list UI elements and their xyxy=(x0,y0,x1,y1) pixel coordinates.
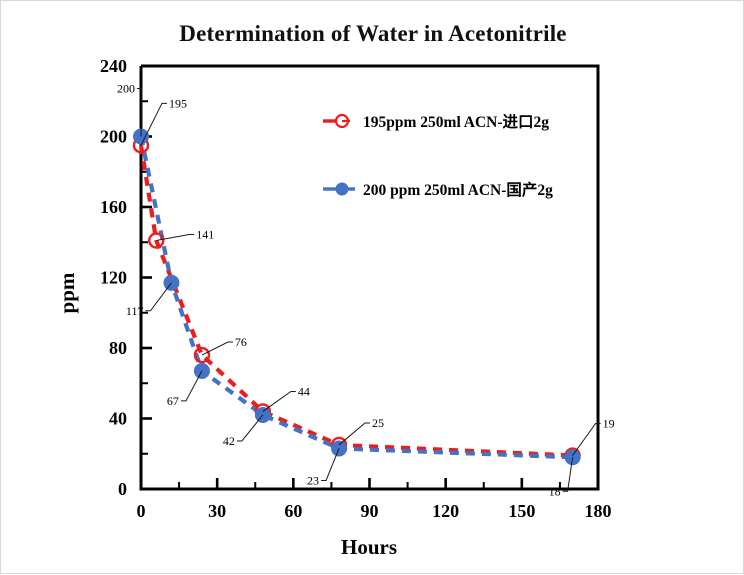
data-point-annotations: 195 141 76 44 25 19 200 117 67 42 23 18 xyxy=(117,82,615,499)
x-axis-ticks xyxy=(139,478,600,489)
x-axis-title: Hours xyxy=(341,535,397,559)
annotation-leader-blue-1 xyxy=(145,282,172,312)
annotation-leader-red-5 xyxy=(572,423,601,456)
series-line-0 xyxy=(138,144,573,458)
y-tick-label: 0 xyxy=(118,479,127,499)
annotation-leader-blue-2 xyxy=(180,370,203,402)
y-tick-label: 200 xyxy=(100,127,127,147)
annotation-leader-blue-5 xyxy=(562,457,574,492)
annotation-label-blue-5: 18 xyxy=(549,484,561,498)
annotation-label-red-1: 141 xyxy=(196,227,214,241)
x-tick-label: 180 xyxy=(585,501,612,521)
x-tick-label: 120 xyxy=(432,501,459,521)
annotation-leader-red-3 xyxy=(262,390,296,412)
annotation-label-red-3: 44 xyxy=(298,384,310,398)
page-title: Determination of Water in Acetonitrile xyxy=(179,21,567,46)
annotation-leader-blue-3 xyxy=(236,414,264,442)
data-point-0-2 xyxy=(193,346,211,364)
data-point-0-1 xyxy=(148,232,165,249)
y-axis-tick-labels: 0 40 80 120 160 200 240 xyxy=(100,56,127,499)
legend-entry-1[interactable]: 200 ppm 250ml ACN-国产2g xyxy=(323,180,553,199)
y-tick-label: 160 xyxy=(100,197,127,217)
annotation-label-blue-4: 23 xyxy=(307,473,319,487)
annotation-label-red-2: 76 xyxy=(235,335,247,349)
x-tick-label: 30 xyxy=(208,501,226,521)
annotation-leader-blue-4 xyxy=(321,448,340,481)
annotation-leader-blue-0 xyxy=(137,88,143,137)
chart-legend: 195ppm 250ml ACN-进口2g 200 ppm 250ml ACN-国… xyxy=(323,113,553,199)
x-tick-label: 150 xyxy=(508,501,535,521)
y-tick-label: 40 xyxy=(109,409,127,429)
y-tick-label: 80 xyxy=(109,338,127,358)
legend-label-1: 200 ppm 250ml ACN-国产2g xyxy=(363,180,553,199)
y-tick-label: 120 xyxy=(100,268,127,288)
y-tick-label: 240 xyxy=(100,56,127,76)
annotation-label-red-0: 195 xyxy=(169,96,187,110)
annotation-leader-red-2 xyxy=(201,341,233,356)
x-axis-tick-labels: 0 30 60 90 120 150 180 xyxy=(137,501,612,521)
legend-label-0: 195ppm 250ml ACN-进口2g xyxy=(363,113,549,131)
annotation-leader-red-4 xyxy=(338,422,371,446)
annotation-leader-red-0 xyxy=(140,102,167,146)
legend-entry-0[interactable]: 195ppm 250ml ACN-进口2g xyxy=(323,113,549,131)
y-axis-title: ppm xyxy=(55,272,79,313)
x-tick-label: 0 xyxy=(137,501,146,521)
legend-marker-1 xyxy=(335,182,349,196)
annotation-leader-red-1 xyxy=(156,233,195,241)
annotation-label-red-4: 25 xyxy=(372,416,384,430)
annotation-label-blue-2: 67 xyxy=(167,394,179,408)
annotation-label-blue-1: 117 xyxy=(126,304,144,318)
annotation-label-red-5: 19 xyxy=(603,417,615,431)
series-line-1 xyxy=(138,136,573,460)
x-tick-label: 90 xyxy=(361,501,379,521)
annotation-label-blue-3: 42 xyxy=(223,434,235,448)
annotation-label-blue-0: 200 xyxy=(117,82,135,96)
x-tick-label: 60 xyxy=(284,501,302,521)
data-series-layer xyxy=(132,128,581,466)
